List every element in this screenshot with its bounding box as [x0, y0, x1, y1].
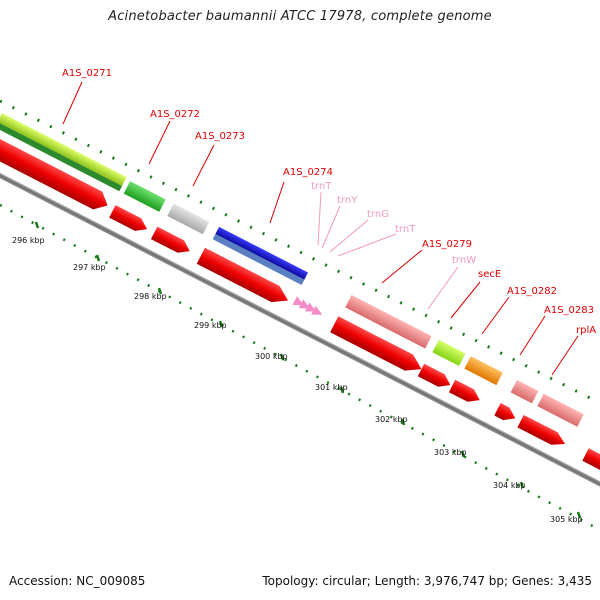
leader-line — [519, 315, 546, 356]
cds-arrow — [417, 363, 451, 387]
feature-a1s-0279 — [345, 294, 432, 349]
major-tick — [157, 287, 163, 295]
page-title: Acinetobacter baumannii ATCC 17978, comp… — [108, 9, 492, 24]
genome-stats-label: Topology: circular; Length: 3,976,747 bp… — [262, 574, 592, 588]
cds-arrow — [517, 414, 566, 445]
gene-labels: A1S_0271 A1S_0272 A1S_0273 A1S_0274 trnT… — [62, 68, 596, 336]
kbp-label: 300 kbp — [255, 352, 288, 361]
kbp-label: 304 kbp — [493, 481, 526, 490]
feature-sece — [432, 339, 466, 366]
leader-line — [481, 296, 510, 335]
gene-label: rplA — [576, 325, 596, 336]
trna-arrow — [298, 299, 310, 309]
trna-arrow — [304, 302, 317, 312]
feature-a1s-0282 — [464, 356, 503, 386]
genome-backbone — [0, 165, 600, 509]
cds-arrow — [0, 134, 108, 210]
cds-arrow — [196, 247, 289, 303]
kbp-label: 301 kbp — [315, 383, 348, 392]
major-tick — [519, 481, 525, 489]
feature-a1s-0274-inner — [212, 233, 305, 286]
feature-a1s-0283 — [510, 379, 539, 404]
feature-band — [0, 113, 600, 509]
feature-rpla — [537, 393, 584, 427]
leader-line — [321, 205, 341, 249]
feature-a1s-0271-outer — [0, 113, 127, 186]
feature-a1s-0274-outer — [215, 226, 309, 280]
gene-label: A1S_0272 — [150, 109, 200, 120]
major-tick — [95, 254, 101, 262]
gene-label: A1S_0283 — [544, 305, 594, 316]
trna-arrow — [292, 296, 304, 306]
major-tick — [218, 320, 224, 328]
inner-tick-ring — [0, 203, 600, 532]
gene-label: A1S_0271 — [62, 68, 112, 79]
major-tick — [339, 386, 345, 394]
leader-line — [337, 233, 397, 257]
leader-line — [450, 281, 481, 319]
gene-label: trnT — [395, 224, 416, 235]
gene-label: trnG — [367, 209, 389, 220]
gene-label: secE — [478, 269, 501, 280]
kbp-label: 297 kbp — [73, 263, 106, 272]
leader-line — [317, 191, 322, 246]
outer-tick-ring — [0, 99, 600, 405]
cds-arrow — [582, 448, 600, 474]
major-tick — [460, 450, 466, 458]
gene-label: trnW — [452, 255, 476, 266]
leader-line — [427, 266, 459, 310]
leader-line — [148, 120, 171, 165]
leader-line — [329, 219, 369, 253]
gene-label: trnY — [337, 195, 358, 206]
kbp-labels: 296 kbp 297 kbp 298 kbp 299 kbp 300 kbp … — [12, 236, 583, 524]
kbp-label: 298 kbp — [134, 292, 167, 301]
major-ticks — [34, 221, 582, 519]
leader-line — [381, 249, 423, 284]
accession-label: Accession: NC_009085 — [9, 574, 146, 588]
gene-label: A1S_0273 — [195, 131, 245, 142]
gene-label: trnT — [311, 181, 332, 192]
kbp-label: 302 kbp — [375, 415, 408, 424]
cds-arrow — [330, 316, 422, 371]
kbp-label: 296 kbp — [12, 236, 45, 245]
cds-arrow — [494, 403, 516, 421]
cds-arrow — [150, 226, 190, 253]
label-leaders — [62, 81, 579, 376]
feature-a1s-0273 — [167, 203, 210, 235]
major-tick — [34, 221, 40, 229]
trna-arrow — [311, 305, 323, 315]
major-tick — [279, 353, 285, 361]
tick-ring-outer — [0, 99, 600, 405]
kbp-label: 303 kbp — [434, 448, 467, 457]
gene-label: A1S_0274 — [283, 167, 333, 178]
leader-line — [269, 181, 285, 224]
feature-a1s-0271-inner — [0, 121, 123, 192]
cds-arrows — [0, 134, 600, 474]
major-tick — [400, 418, 406, 426]
kbp-label: 299 kbp — [194, 321, 227, 330]
leader-line — [551, 335, 579, 376]
gene-label: A1S_0279 — [422, 239, 472, 250]
cds-arrow — [109, 205, 148, 231]
feature-a1s-0272 — [123, 181, 166, 212]
major-tick — [576, 511, 582, 519]
kbp-label: 305 kbp — [550, 515, 583, 524]
leader-line — [192, 144, 215, 187]
cds-arrow — [448, 379, 480, 402]
leader-line — [62, 81, 83, 125]
gene-label: A1S_0282 — [507, 286, 557, 297]
